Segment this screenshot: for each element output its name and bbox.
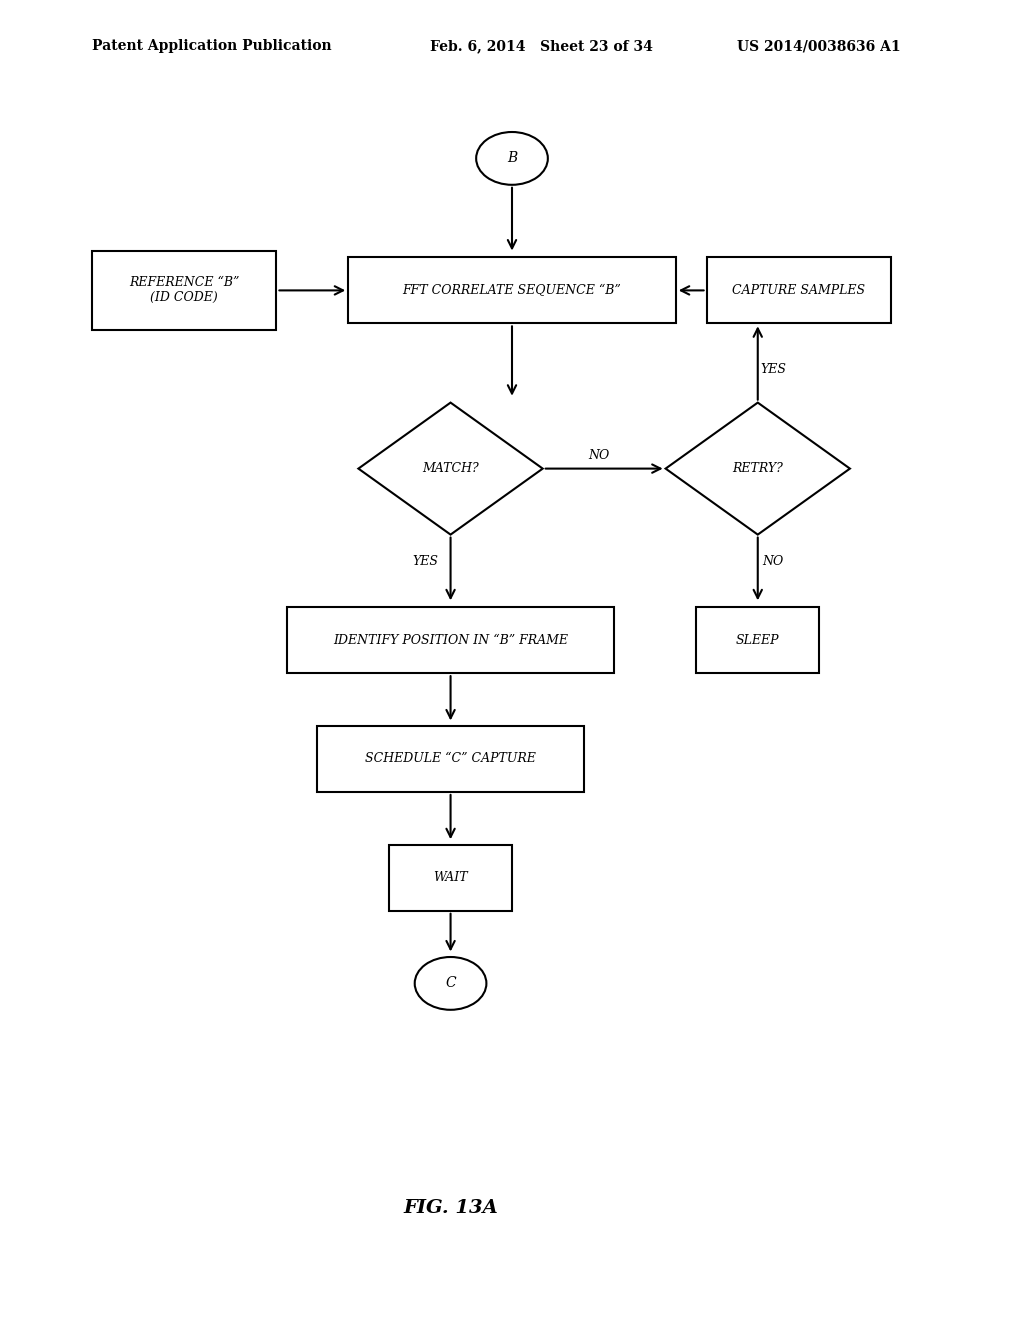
- Text: B: B: [507, 152, 517, 165]
- Text: FIG. 13A: FIG. 13A: [403, 1199, 498, 1217]
- FancyBboxPatch shape: [317, 726, 584, 792]
- Text: MATCH?: MATCH?: [422, 462, 479, 475]
- FancyBboxPatch shape: [348, 257, 676, 323]
- Ellipse shape: [415, 957, 486, 1010]
- FancyBboxPatch shape: [287, 607, 614, 673]
- Text: CAPTURE SAMPLES: CAPTURE SAMPLES: [732, 284, 865, 297]
- FancyBboxPatch shape: [92, 251, 276, 330]
- Text: Feb. 6, 2014   Sheet 23 of 34: Feb. 6, 2014 Sheet 23 of 34: [430, 40, 653, 53]
- FancyBboxPatch shape: [707, 257, 891, 323]
- Polygon shape: [358, 403, 543, 535]
- Text: IDENTIFY POSITION IN “B” FRAME: IDENTIFY POSITION IN “B” FRAME: [333, 634, 568, 647]
- Text: FFT CORRELATE SEQUENCE “B”: FFT CORRELATE SEQUENCE “B”: [402, 284, 622, 297]
- Text: US 2014/0038636 A1: US 2014/0038636 A1: [737, 40, 901, 53]
- Ellipse shape: [476, 132, 548, 185]
- Text: NO: NO: [763, 554, 783, 568]
- Text: SLEEP: SLEEP: [736, 634, 779, 647]
- Text: REFERENCE “B”
(ID CODE): REFERENCE “B” (ID CODE): [129, 276, 240, 305]
- Text: NO: NO: [589, 449, 609, 462]
- Text: RETRY?: RETRY?: [732, 462, 783, 475]
- Text: Patent Application Publication: Patent Application Publication: [92, 40, 332, 53]
- FancyBboxPatch shape: [696, 607, 819, 673]
- Text: YES: YES: [412, 554, 438, 568]
- Text: C: C: [445, 977, 456, 990]
- Text: WAIT: WAIT: [433, 871, 468, 884]
- FancyBboxPatch shape: [389, 845, 512, 911]
- Text: SCHEDULE “C” CAPTURE: SCHEDULE “C” CAPTURE: [366, 752, 536, 766]
- Polygon shape: [666, 403, 850, 535]
- Text: YES: YES: [760, 363, 786, 376]
